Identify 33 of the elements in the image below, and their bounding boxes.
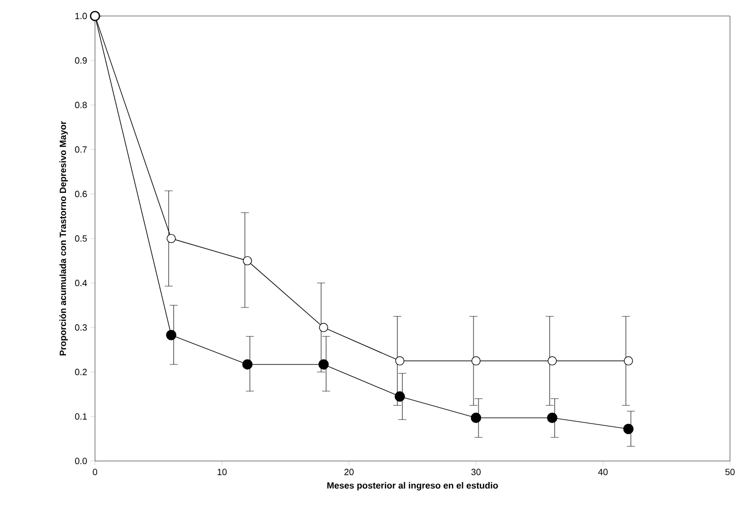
point <box>319 322 328 332</box>
y-tick-label: 0.2 <box>75 368 87 376</box>
y-axis-title: Proporción acumulada con Trastorno Depresivo Mayor <box>59 121 68 356</box>
point <box>166 234 176 244</box>
y-tick-label: 0.7 <box>75 146 87 153</box>
x-tick-label: 50 <box>725 468 735 476</box>
x-tick-label: 10 <box>218 468 227 476</box>
point <box>166 330 176 340</box>
y-tick-label: 0.5 <box>75 235 87 242</box>
point <box>548 356 557 366</box>
point <box>471 356 481 366</box>
point <box>242 256 252 266</box>
x-tick-label: 20 <box>344 468 354 476</box>
point <box>623 424 634 434</box>
y-tick-label: 0.8 <box>75 102 87 108</box>
y-tick-label: 0.4 <box>75 280 87 286</box>
x-tick-label: 30 <box>471 468 481 476</box>
y-tick-label: 0.1 <box>75 413 87 420</box>
point <box>242 359 253 370</box>
point <box>547 412 558 423</box>
x-tick-label: 40 <box>598 468 608 476</box>
x-tick-label: 0 <box>92 468 98 476</box>
point <box>624 356 633 366</box>
y-tick-label: 0.0 <box>75 458 87 464</box>
y-tick-label: 0.9 <box>75 57 87 64</box>
point <box>395 356 404 366</box>
y-tick-label: 1.0 <box>75 12 87 20</box>
y-tick-label: 0.6 <box>75 190 87 198</box>
point <box>394 391 405 402</box>
point <box>318 359 329 370</box>
point <box>470 412 482 423</box>
y-tick-label: 0.3 <box>75 324 87 331</box>
x-axis-title: Meses posterior al ingreso en el estudio <box>327 482 498 490</box>
